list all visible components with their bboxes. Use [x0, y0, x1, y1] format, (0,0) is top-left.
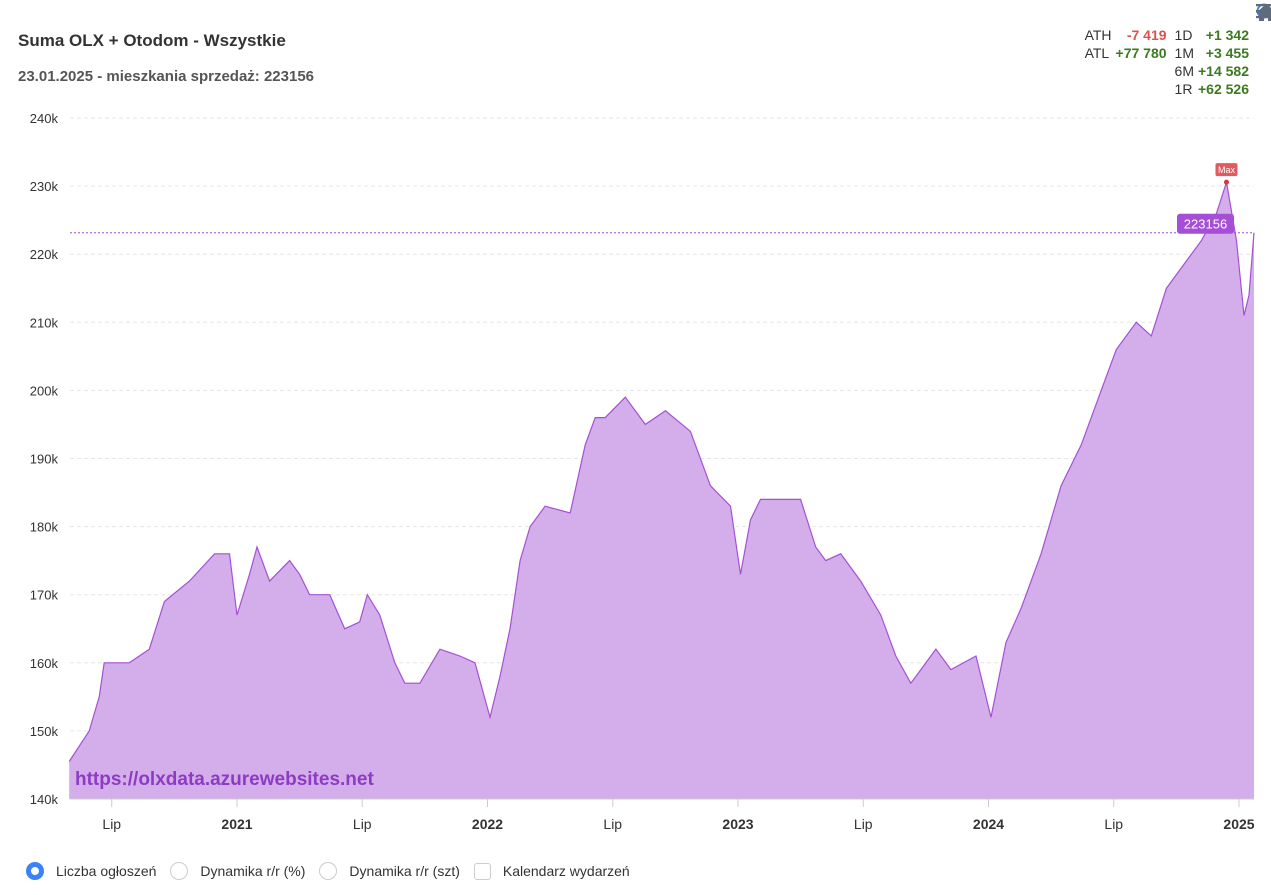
y-tick-label: 190k — [30, 452, 59, 467]
x-tick-label: 2025 — [1223, 816, 1254, 832]
y-tick-label: 240k — [30, 111, 59, 126]
option-dynamika-szt[interactable]: Dynamika r/r (szt) — [319, 862, 460, 880]
stats-row: ATL +77 780 1M +3 455 — [1077, 44, 1249, 62]
x-tick-label: 2023 — [722, 816, 753, 832]
current-value-label: 223156 — [1184, 217, 1227, 232]
x-tick-label: Lip — [603, 816, 622, 832]
stat-change: +14 582 — [1198, 63, 1249, 79]
checkbox[interactable] — [473, 862, 491, 880]
y-tick-label: 200k — [30, 383, 59, 398]
stat-value — [1112, 80, 1167, 98]
option-label: Dynamika r/r (szt) — [349, 863, 460, 879]
x-tick-label: Lip — [854, 816, 873, 832]
chart-subtitle: 23.01.2025 - mieszkania sprzedaż: 223156 — [18, 68, 315, 85]
current-value-badge — [1177, 213, 1234, 234]
menu-icon[interactable] — [1255, 2, 1271, 20]
radio-button[interactable] — [26, 862, 44, 880]
y-tick-label: 210k — [30, 315, 59, 330]
stat-period: 1D — [1174, 27, 1193, 43]
watermark-url: https://olxdata.azurewebsites.net — [75, 769, 374, 790]
x-tick-label: 2022 — [472, 816, 503, 832]
x-tick-label: 2021 — [221, 816, 252, 832]
y-tick-label: 170k — [30, 588, 59, 603]
option-label: Dynamika r/r (%) — [200, 863, 306, 879]
stat-period: 1M — [1174, 45, 1194, 61]
x-tick-label: Lip — [353, 816, 372, 832]
series-selector: Liczba ogłoszeń Dynamika r/r (%) Dynamik… — [26, 862, 644, 880]
stat-change: +1 342 — [1205, 27, 1249, 43]
stats-row: 6M +14 582 — [1077, 62, 1249, 80]
radio-button[interactable] — [170, 862, 189, 880]
area-fill — [69, 182, 1255, 799]
series-line — [68, 182, 1255, 762]
option-kalendarz[interactable]: Kalendarz wydarzeń — [473, 862, 630, 880]
option-dynamika-procent[interactable]: Dynamika r/r (%) — [170, 862, 305, 880]
y-tick-label: 160k — [30, 656, 59, 671]
y-tick-label: 220k — [30, 247, 59, 262]
y-tick-label: 150k — [30, 724, 59, 739]
max-point — [1223, 179, 1229, 185]
option-label: Liczba ogłoszeń — [56, 863, 157, 879]
stat-change: +3 455 — [1205, 45, 1249, 61]
stat-label — [1077, 80, 1112, 98]
stat-label: ATH — [1084, 27, 1112, 43]
max-label: Max — [1218, 165, 1236, 175]
stats-row: ATH -7 419 1D +1 342 — [1077, 26, 1249, 44]
stat-label — [1077, 62, 1112, 80]
y-tick-label: 140k — [30, 792, 59, 807]
x-tick-label: Lip — [102, 816, 121, 832]
stat-period: 6M — [1174, 63, 1194, 79]
x-tick-label: 2024 — [973, 816, 1004, 832]
max-badge — [1215, 163, 1238, 177]
stat-value: +77 780 — [1115, 45, 1167, 61]
option-liczba-ogloszen[interactable]: Liczba ogłoszeń — [26, 862, 156, 880]
stat-change: +62 526 — [1198, 81, 1249, 97]
stat-value: -7 419 — [1126, 27, 1167, 43]
stat-period: 1R — [1174, 81, 1193, 97]
stats-row: 1R +62 526 — [1077, 80, 1249, 98]
chart-title: Suma OLX + Otodom - Wszystkie — [18, 31, 286, 50]
stat-value — [1112, 62, 1167, 80]
stat-label: ATL — [1084, 45, 1110, 61]
x-tick-label: Lip — [1104, 816, 1123, 832]
option-label: Kalendarz wydarzeń — [502, 863, 630, 879]
radio-button[interactable] — [319, 862, 338, 880]
stats-panel: ATH -7 419 1D +1 342 ATL +77 780 1M +3 455 6M +14… — [1077, 26, 1249, 98]
y-tick-label: 180k — [30, 520, 59, 535]
y-tick-label: 230k — [30, 179, 59, 194]
